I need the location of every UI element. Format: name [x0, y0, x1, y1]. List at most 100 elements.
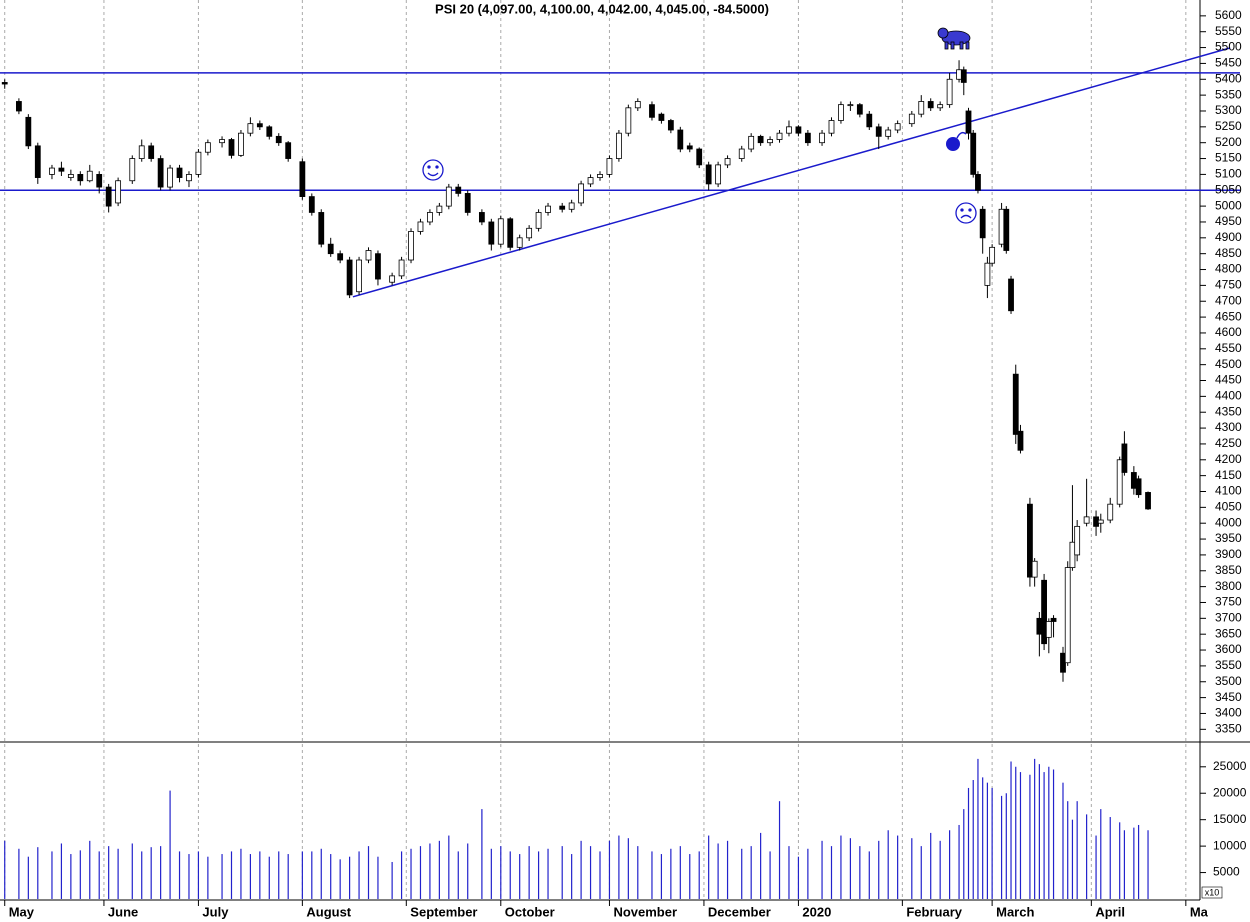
- y-tick-label: 4350: [1215, 404, 1242, 418]
- candle-body: [984, 262, 991, 286]
- y-tick-label: 4750: [1215, 278, 1242, 292]
- candle-body: [256, 123, 263, 128]
- candle-body: [327, 243, 334, 255]
- y-tick-label: 4250: [1215, 436, 1242, 450]
- candle-body: [535, 212, 542, 229]
- y-tick-label: 5600: [1215, 8, 1242, 22]
- candle-body: [138, 145, 145, 159]
- candle-body: [819, 132, 825, 144]
- candle-body: [1097, 519, 1104, 524]
- candle-body: [979, 208, 986, 239]
- candle-body: [1069, 541, 1076, 568]
- candle-body: [970, 132, 977, 175]
- candle-body: [634, 101, 641, 109]
- candle-body: [786, 126, 792, 134]
- x-tick-label: August: [306, 904, 351, 919]
- x-tick-label: 2020: [802, 904, 831, 919]
- candle-body: [285, 142, 292, 159]
- y-tick-label: 3850: [1215, 563, 1242, 577]
- y-tick-label: 4550: [1215, 341, 1242, 355]
- candle-body: [545, 205, 551, 213]
- y-tick-label: 5400: [1215, 71, 1242, 85]
- bear-icon: [937, 27, 971, 50]
- y-tick-label: 3500: [1215, 674, 1242, 688]
- candle-body: [908, 113, 915, 125]
- candle-body: [956, 69, 962, 80]
- candle-body: [615, 132, 622, 159]
- candle-body: [885, 129, 892, 137]
- candle-body: [1031, 560, 1038, 578]
- candle-body: [1041, 579, 1047, 645]
- y-tick-label: 4500: [1215, 357, 1242, 371]
- candle-body: [748, 135, 755, 150]
- candle-body: [696, 148, 703, 166]
- marks: [0, 47, 1240, 899]
- candle-body: [417, 221, 424, 232]
- candle-body: [148, 145, 155, 159]
- y-tick-label: 5150: [1215, 151, 1242, 165]
- candle-body: [705, 164, 712, 185]
- candle-body: [445, 186, 452, 207]
- y-tick-label: 3450: [1215, 690, 1242, 704]
- y-tick-label: 4000: [1215, 515, 1242, 529]
- y-tick-label: 4150: [1215, 468, 1242, 482]
- y-tick-label: 3400: [1215, 706, 1242, 720]
- candle-body: [1012, 373, 1019, 435]
- candle-body: [67, 174, 74, 178]
- y-tick-label: 5450: [1215, 56, 1242, 70]
- x-tick-label: July: [202, 904, 229, 919]
- volume-y-tick-label: 10000: [1213, 838, 1247, 852]
- candle-body: [427, 212, 433, 223]
- y-tick-label: 4200: [1215, 452, 1242, 466]
- volume-y-tick-label: 20000: [1213, 785, 1247, 799]
- candle-body: [1008, 278, 1014, 312]
- candle-body: [738, 148, 745, 159]
- candle-body: [578, 183, 585, 204]
- candle-body: [1130, 472, 1137, 489]
- y-tick-label: 4650: [1215, 309, 1242, 323]
- candle-body: [337, 253, 344, 261]
- candle-body: [649, 104, 655, 118]
- candle-body: [1027, 503, 1033, 578]
- candle-body: [875, 126, 882, 137]
- candle-body: [58, 167, 65, 172]
- candle-body: [275, 135, 282, 144]
- candle-body: [115, 180, 122, 204]
- candle-body: [219, 139, 225, 144]
- candle-body: [176, 167, 183, 178]
- candle-body: [1017, 430, 1024, 451]
- x-tick-label: June: [108, 904, 138, 919]
- x-tick-label: March: [996, 904, 1034, 919]
- y-tick-label: 4400: [1215, 389, 1242, 403]
- candle-body: [129, 158, 136, 182]
- y-tick-label: 5050: [1215, 182, 1242, 196]
- candle-body: [1074, 525, 1081, 556]
- candle-body: [1064, 567, 1071, 664]
- y-tick-label: 3600: [1215, 642, 1242, 656]
- chart-title: PSI 20 (4,097.00, 4,100.00, 4,042.00, 4,…: [435, 1, 769, 16]
- candle-body: [894, 123, 901, 131]
- candle-body: [937, 104, 944, 109]
- candle-body: [49, 167, 55, 175]
- candle-body: [365, 250, 372, 261]
- candle-body: [389, 275, 396, 283]
- y-tick-label: 4600: [1215, 325, 1242, 339]
- candle-body: [724, 158, 731, 166]
- candle-body: [975, 174, 981, 191]
- y-tick-label: 3950: [1215, 531, 1242, 545]
- y-tick-label: 3900: [1215, 547, 1242, 561]
- x-tick-label: February: [906, 904, 962, 919]
- candle-body: [989, 246, 996, 264]
- candle-body: [346, 259, 353, 296]
- candle-body: [658, 113, 665, 121]
- candle-body: [375, 253, 381, 280]
- candle-body: [186, 174, 192, 182]
- candle-body: [965, 110, 972, 134]
- frown-icon: [955, 202, 977, 224]
- y-tick-label: 4100: [1215, 484, 1242, 498]
- candle-body: [838, 104, 844, 121]
- candle-body: [1121, 443, 1128, 473]
- y-tick-label: 5550: [1215, 24, 1242, 38]
- candle-body: [34, 145, 41, 178]
